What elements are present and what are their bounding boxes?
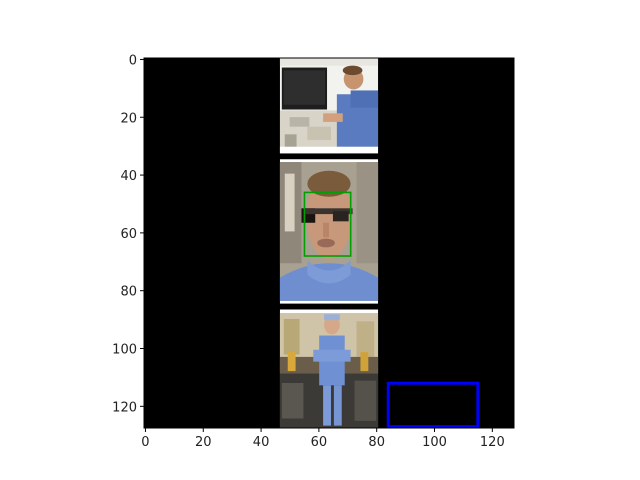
blue-bounding-box bbox=[386, 381, 480, 428]
y-tick-label: 80 bbox=[120, 285, 137, 300]
panel-standing-surgeon bbox=[279, 309, 379, 428]
y-tick-label: 60 bbox=[120, 227, 137, 242]
y-tick-label: 100 bbox=[112, 343, 137, 358]
y-tick-label: 0 bbox=[129, 53, 137, 68]
y-tick-label: 40 bbox=[120, 169, 137, 184]
x-tick-label: 40 bbox=[253, 435, 270, 450]
image-axes bbox=[144, 58, 514, 428]
axes-frame bbox=[143, 57, 515, 429]
x-tick-label: 60 bbox=[311, 435, 328, 450]
x-axis: 0 20 40 60 80 100 120 bbox=[141, 428, 505, 450]
face-bounding-box bbox=[303, 191, 352, 257]
x-tick-label: 0 bbox=[141, 435, 149, 450]
panel-surgeon-at-monitor bbox=[279, 58, 379, 154]
panel-closeup-face bbox=[279, 159, 379, 304]
x-tick-label: 100 bbox=[422, 435, 447, 450]
x-tick-label: 20 bbox=[195, 435, 212, 450]
y-tick-label: 20 bbox=[120, 111, 137, 126]
y-axis: 0 20 40 60 80 100 120 bbox=[112, 53, 144, 415]
x-tick-label: 120 bbox=[480, 435, 505, 450]
x-tick-label: 80 bbox=[368, 435, 385, 450]
y-tick-label: 120 bbox=[112, 400, 137, 415]
